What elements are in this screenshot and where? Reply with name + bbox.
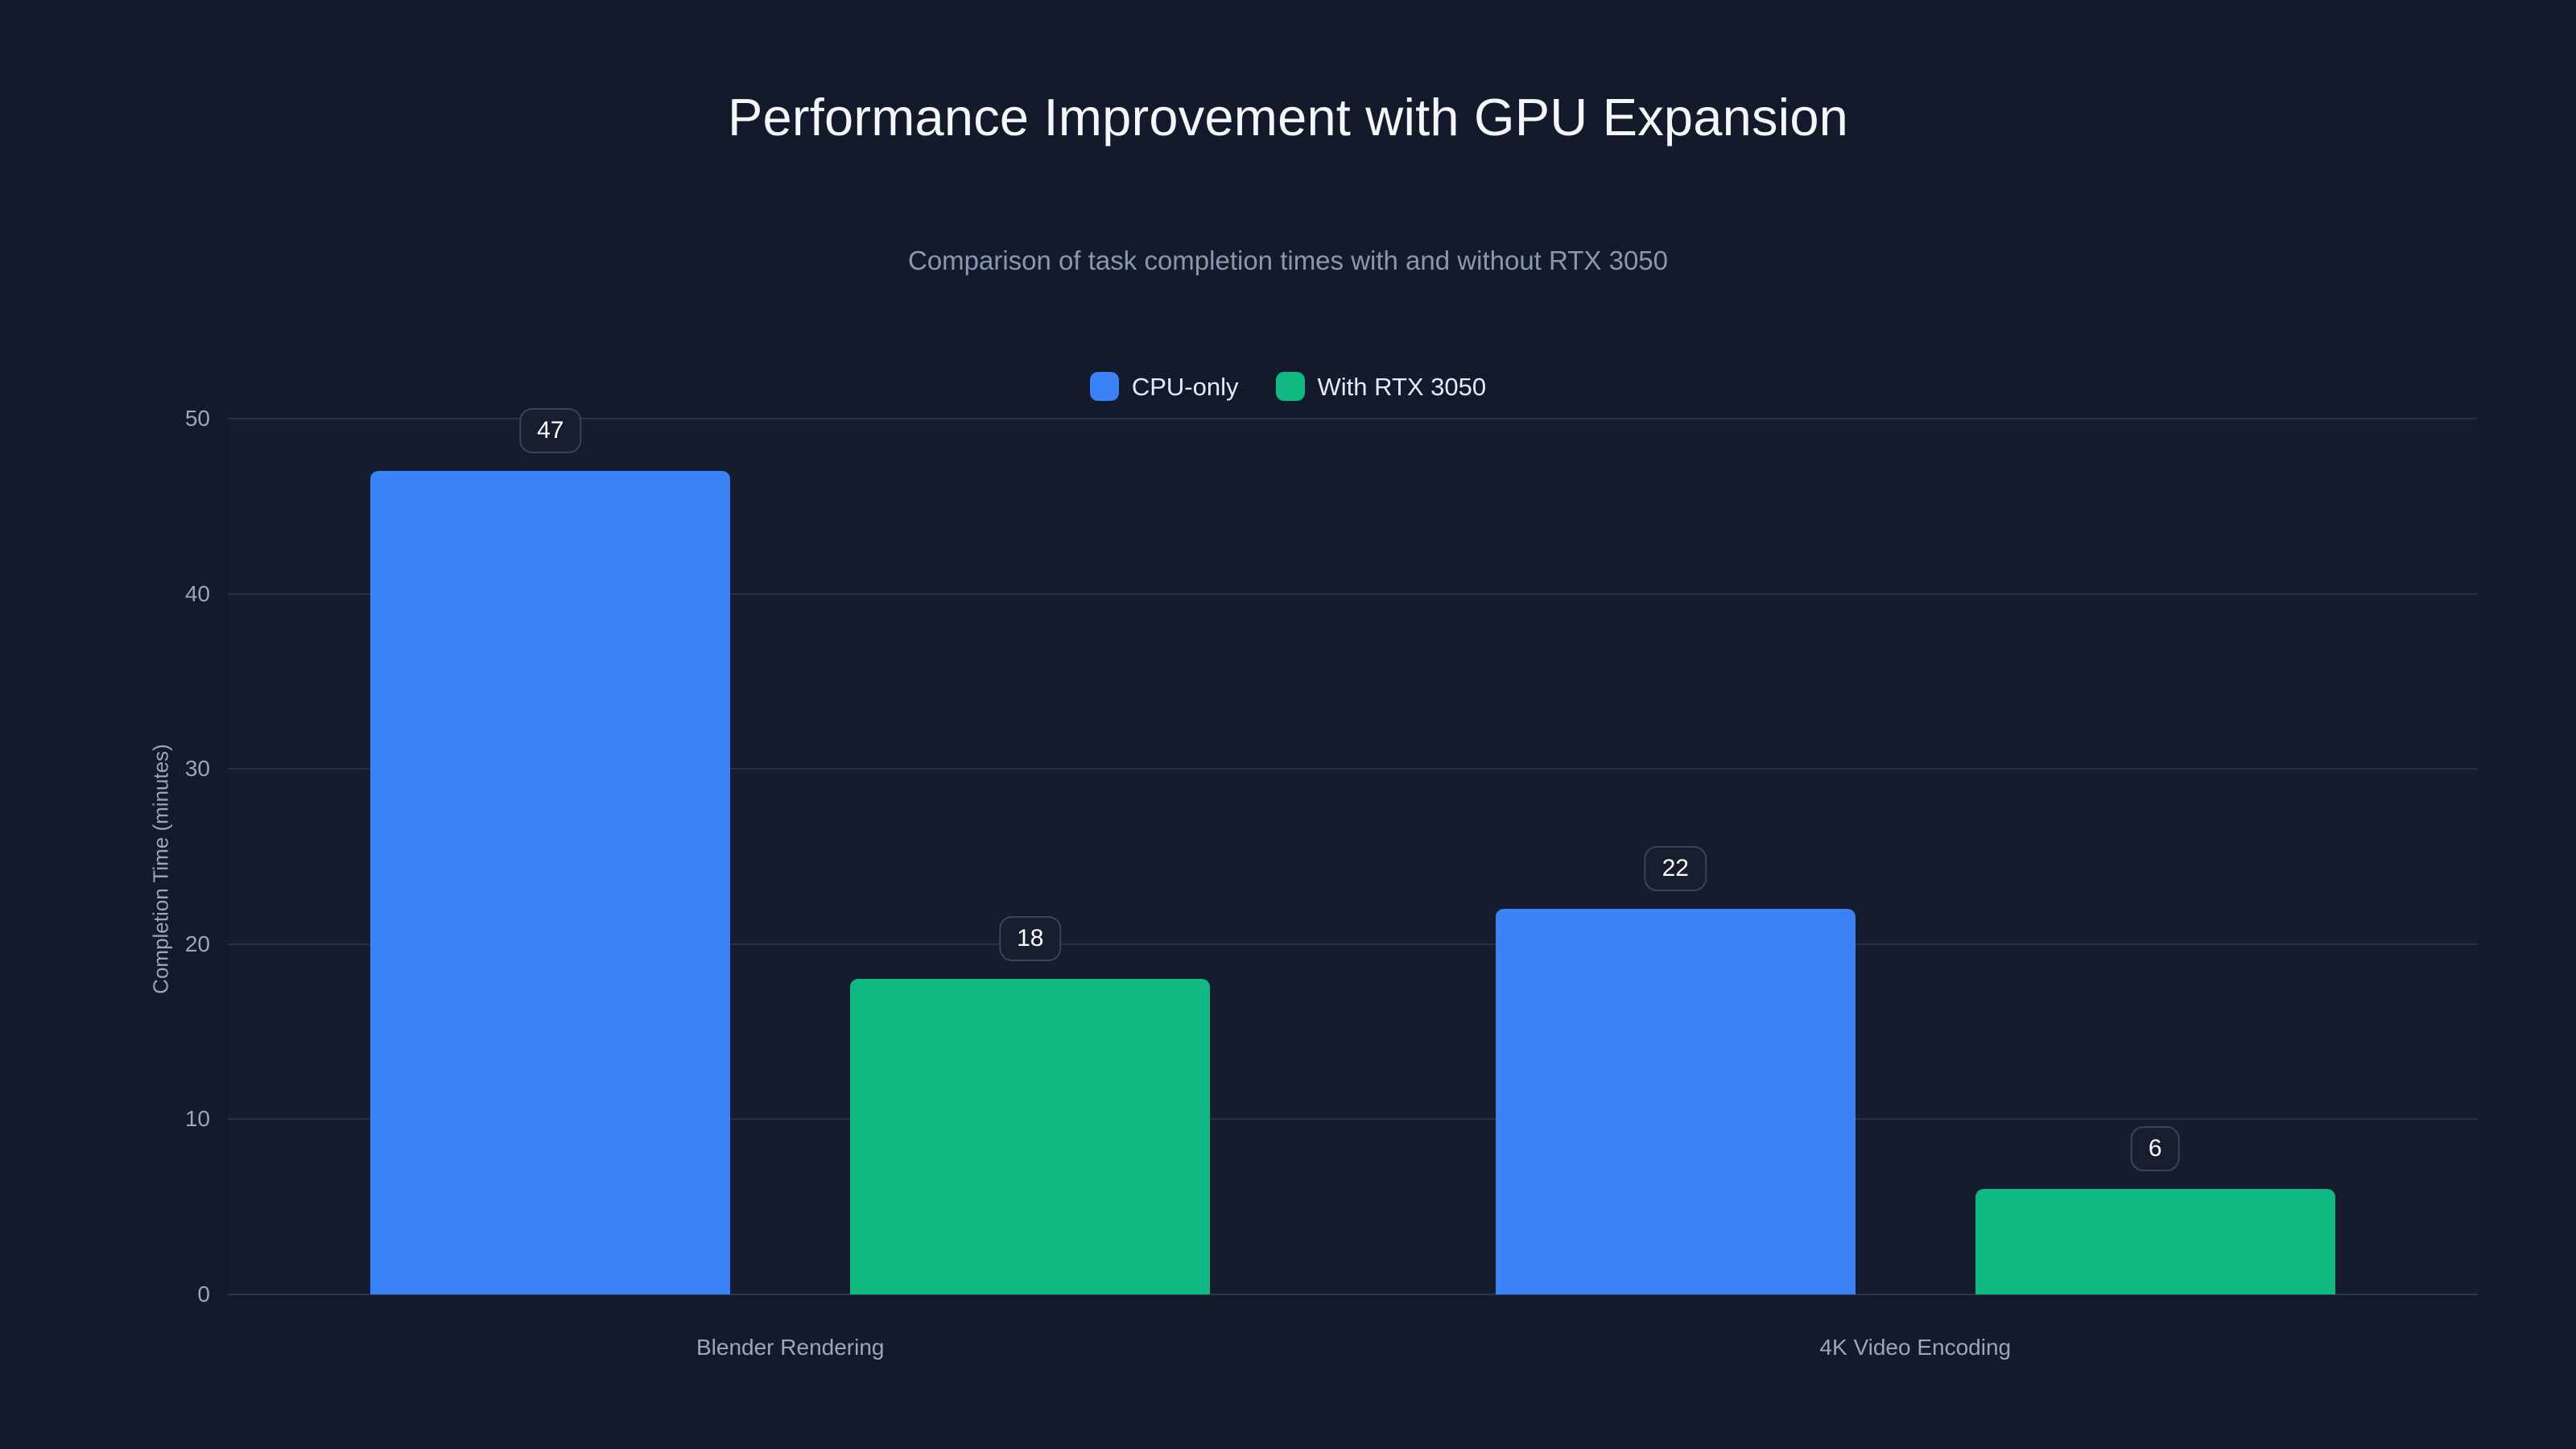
y-axis-tick-label: 0 <box>197 1282 210 1307</box>
gridline <box>228 592 2478 595</box>
chart-subtitle: Comparison of task completion times with… <box>907 246 1668 275</box>
x-axis-category-label: 4K Video Encoding <box>1819 1335 2012 1360</box>
y-axis-tick-label: 30 <box>184 756 210 782</box>
bar-value-badge: 6 <box>2130 1126 2180 1172</box>
y-axis-tick-label: 10 <box>184 1106 210 1132</box>
legend-swatch-icon <box>1089 372 1119 401</box>
gridline <box>228 768 2478 770</box>
gridline <box>228 418 2478 419</box>
gridline <box>228 1118 2478 1121</box>
y-axis-tick-label: 40 <box>184 580 210 606</box>
legend-item-cpu-only[interactable]: CPU-only <box>1089 372 1239 401</box>
y-axis-tick-label: 50 <box>184 406 210 431</box>
bar-value-badge: 18 <box>999 916 1062 962</box>
bar[interactable] <box>1495 909 1856 1294</box>
legend-item-with-rtx-3050[interactable]: With RTX 3050 <box>1275 372 1487 401</box>
bar-value-badge: 47 <box>519 408 582 454</box>
y-axis-title: Completion Time (minutes) <box>148 744 173 994</box>
x-axis-category-label: Blender Rendering <box>696 1335 885 1360</box>
chart-legend: CPU-only With RTX 3050 <box>0 372 2576 401</box>
legend-item-label: CPU-only <box>1131 372 1239 401</box>
bar[interactable] <box>1975 1189 2335 1294</box>
y-axis-tick-label: 20 <box>184 931 210 956</box>
plot-area <box>228 418 2478 1295</box>
bar-value-badge: 22 <box>1644 846 1707 892</box>
gridline <box>228 943 2478 945</box>
bar[interactable] <box>850 979 1211 1294</box>
chart-title: Performance Improvement with GPU Expansi… <box>727 88 1849 147</box>
legend-swatch-icon <box>1275 372 1305 401</box>
bar[interactable] <box>370 471 731 1294</box>
legend-item-label: With RTX 3050 <box>1317 372 1487 401</box>
gridline <box>228 1294 2478 1295</box>
